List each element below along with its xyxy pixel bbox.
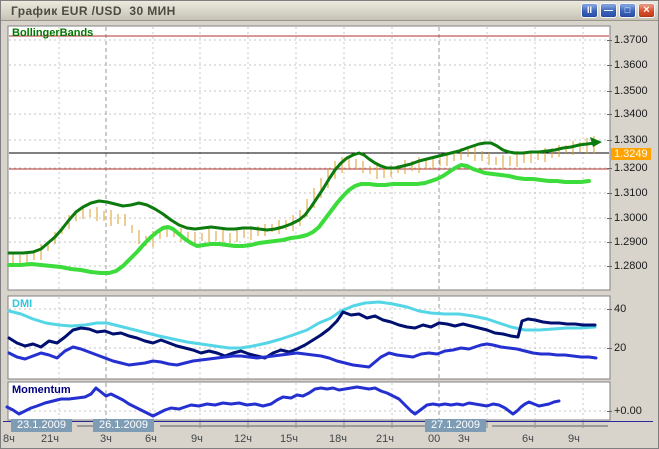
momentum-line	[5, 385, 561, 418]
close-icon: ×	[643, 4, 650, 16]
pause-button[interactable]: II	[581, 3, 598, 18]
pause-icon: II	[586, 5, 592, 15]
bollinger-lower	[7, 163, 591, 275]
minimize-button[interactable]: —	[600, 3, 617, 18]
maximize-icon: □	[624, 5, 631, 15]
dmi-plot-area[interactable]	[7, 295, 611, 380]
dmi-blue	[7, 342, 598, 369]
dmi-dark	[7, 310, 597, 360]
bollinger-plot-area[interactable]	[7, 25, 611, 291]
trend-arrow-icon	[590, 137, 602, 147]
window-title: График EUR /USD 30 МИН	[11, 3, 176, 18]
bollinger-upper	[7, 141, 597, 255]
title-bar[interactable]: График EUR /USD 30 МИН II — □ ×	[1, 1, 658, 21]
indicator-label-dmi: DMI	[12, 298, 33, 310]
indicator-label-momentum: Momentum	[12, 384, 71, 396]
window-controls: II — □ ×	[581, 3, 655, 18]
dmi-cyan	[7, 300, 597, 350]
momentum-plot-area[interactable]	[7, 381, 611, 421]
maximize-button[interactable]: □	[619, 3, 636, 18]
minimize-icon: —	[604, 5, 613, 15]
close-button[interactable]: ×	[638, 3, 655, 18]
indicator-label-bollingerbands: BollingerBands	[12, 27, 94, 39]
